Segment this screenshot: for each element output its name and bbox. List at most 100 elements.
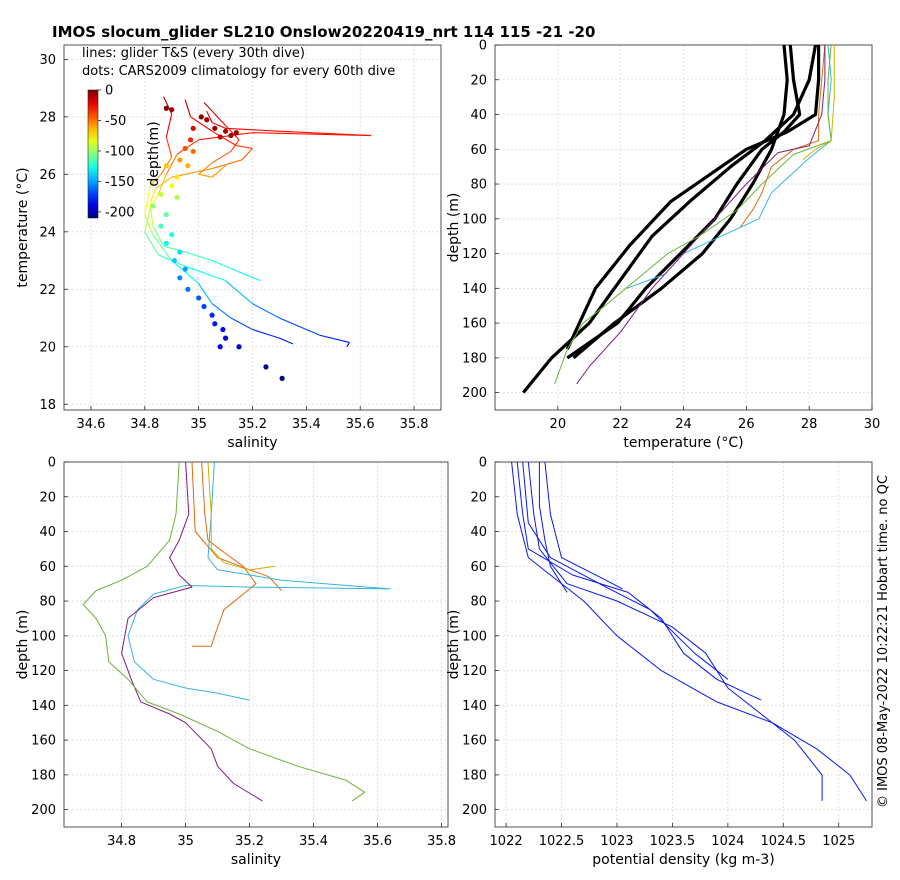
x-tick-label: 1023 [600,834,633,849]
y-tick-label: 20 [470,73,487,88]
series-glider-cyan [127,462,391,701]
y-tick-label: 100 [462,212,487,227]
plot-area [522,45,835,394]
colorbar-tick-label: -100 [105,144,135,159]
ts-line-4-segment [225,125,240,141]
x-tick-label: 28 [801,417,818,432]
ts-line-4-segment [198,173,213,178]
ts-line-3-segment [144,214,154,235]
climatology-dot [169,183,175,189]
ts-line-1-segment [319,334,350,343]
ts-line-1-segment [198,132,253,141]
climatology-dot [185,286,191,292]
climatology-dot [169,232,175,238]
climatology-dot [220,326,226,333]
x-tick-label: 35.6 [363,834,392,849]
figure-title: IMOS slocum_glider SL210 Onslow20220419_… [52,23,595,41]
series-glider-green [554,45,832,385]
ts-line-2-segment [211,260,240,273]
x-tick-label: 1022.5 [539,834,585,849]
x-tick-label: 35.8 [400,417,429,432]
axes-frame [63,44,442,411]
ts-line-1-segment [206,110,213,123]
ts-line-3-segment [171,260,199,284]
ts-line-1-segment [144,231,159,256]
ts-line-1-segment [225,127,280,132]
ts-line-1-segment [279,317,321,336]
axes-salinity-depth: 34.8 35 35.2 35.4 35.6 35.8 0 20 40 60 80 100 120 140… [15,456,456,869]
ts-line-4-segment [211,165,226,178]
climatology-dot [150,203,156,209]
ts-line-3-segment [165,113,173,138]
y-tick-label: 80 [470,595,487,610]
y-tick-label: 100 [31,629,56,644]
ts-line-1-segment [346,342,350,348]
climatology-dot [201,303,207,310]
axes-frame [494,461,873,828]
climatology-dot [190,148,196,154]
x-tick-label: 35.6 [346,417,375,432]
y-tick-label: 80 [39,595,56,610]
annotation-text: dots: CARS2009 climatology for every 60t… [82,64,395,79]
x-tick-label: 34.6 [76,417,105,432]
ts-line-3-segment [211,303,232,319]
annotation-text: lines: glider T&S (every 30th dive) [82,46,305,61]
axes-temperature-depth: 20 22 24 26 28 30 0 20 40 60 80 100 120 140 160 180 200 t… [446,39,880,452]
x-tick-label: 1023.5 [650,834,696,849]
y-axis-label: depth (m) [446,193,462,263]
x-tick-label: 30 [864,417,881,432]
series-climatology-3 [566,45,802,360]
climatology-dot [163,163,169,169]
ts-line-2-segment [184,99,192,118]
y-tick-label: 80 [470,178,487,193]
y-tick-label: 30 [39,53,56,68]
climatology-dot [198,114,204,120]
y-tick-label: 20 [39,490,56,505]
x-tick-label: 35.4 [292,417,321,432]
climatology-dot [212,321,218,327]
y-tick-label: 180 [462,768,487,783]
climatology-dot [209,312,215,318]
climatology-dot [187,137,194,143]
copyright-notice: © IMOS 08-May-2022 10:22:21 Hobart time.… [876,475,891,808]
climatology-dot [158,223,164,229]
series-density-6 [522,462,729,680]
series-glider-orange-2 [191,462,282,591]
ts-line-3-segment [165,136,173,158]
y-tick-label: 40 [470,525,487,540]
series-density-4 [544,462,623,590]
axes-frame [494,44,873,411]
x-tick-label: 1025 [822,834,855,849]
y-tick-label: 200 [31,803,56,818]
y-tick-label: 140 [462,282,487,297]
y-tick-label: 160 [462,734,487,749]
y-tick-label: 60 [470,143,487,158]
y-tick-label: 140 [31,699,56,714]
climatology-dot [263,364,269,370]
ts-line-1-segment [211,122,226,129]
y-tick-label: 20 [470,490,487,505]
series-glider-purple [576,45,826,385]
climatology-dot [177,249,183,255]
ts-line-1-segment [225,280,253,305]
axes-frame [63,461,449,828]
y-tick-label: 120 [31,664,56,679]
x-tick-label: 1024 [711,834,744,849]
ts-line-3-segment [252,329,280,339]
series-density-5 [538,462,568,593]
y-axis-label: temperature (°C) [15,167,31,287]
x-axis-label: temperature (°C) [623,435,743,451]
plot-area [144,96,372,381]
ts-line-2-segment [185,251,213,262]
y-tick-label: 0 [479,39,487,54]
series-climatology-1 [572,45,789,360]
series-density-3 [511,462,867,802]
y-tick-label: 120 [462,664,487,679]
y-tick-label: 100 [462,629,487,644]
colorbar-tick-label: -50 [105,114,126,129]
axes-density-depth: 1022 1022.5 1023 1023.5 1024 1024.5 1025 0 20 40 6… [446,456,873,868]
ts-line-2-segment [155,176,173,190]
y-tick-label: 140 [462,699,487,714]
y-tick-label: 60 [39,560,56,575]
climatology-dot [228,132,234,139]
